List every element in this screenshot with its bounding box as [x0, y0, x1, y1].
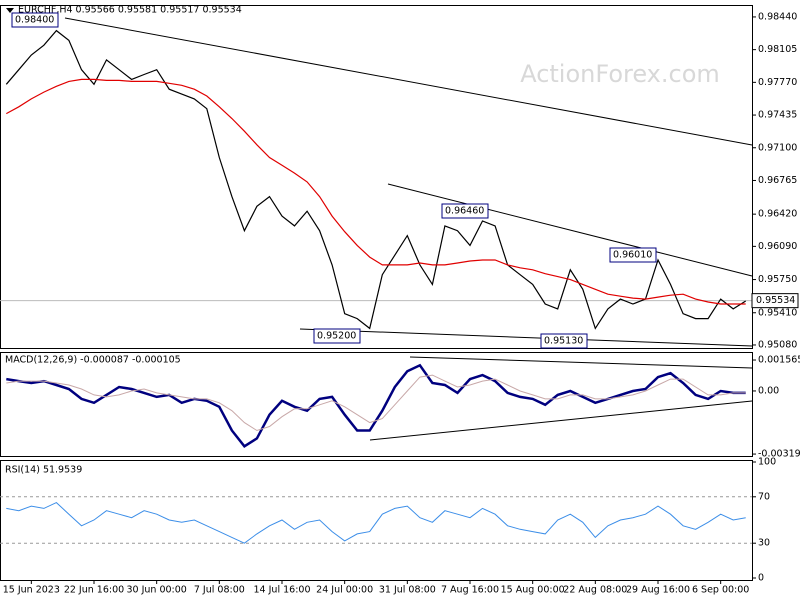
- x-tick-label: 24 Jul 00:00: [316, 585, 373, 596]
- x-tick-label: 7 Aug 16:00: [441, 585, 499, 596]
- y-tick-label: 0.97435: [758, 110, 797, 121]
- y-tick-label: 0.96420: [758, 209, 797, 220]
- y-tick-label: 0.95750: [758, 274, 797, 285]
- y-tick-label: 0.98105: [758, 44, 797, 55]
- y-tick-label: 0.96090: [758, 241, 797, 252]
- annotation: 0.95200: [317, 331, 356, 342]
- annotation-box: [11, 12, 59, 28]
- y-tick-label: 0.95410: [758, 307, 797, 318]
- y-tick-label: 0.96765: [758, 175, 797, 186]
- series-line: [6, 78, 746, 305]
- annotation: 0.95130: [544, 336, 583, 347]
- x-tick-label: 22 Jun 16:00: [64, 585, 124, 596]
- annotation-box: [313, 328, 361, 344]
- macd-panel: [0, 352, 753, 457]
- last-price-label: 0.95534: [756, 295, 795, 306]
- y-tick-label: 0.97100: [758, 142, 797, 153]
- x-tick-label: 31 Jul 08:00: [379, 585, 436, 596]
- x-tick-label: 30 Jun 00:00: [126, 585, 186, 596]
- price-title: EURCHF,H4 0.95566 0.95581 0.95517 0.9553…: [18, 5, 242, 16]
- y-tick-label: 0.97770: [758, 77, 797, 88]
- annotation-box: [609, 247, 657, 263]
- x-tick-label: 29 Aug 16:00: [626, 585, 690, 596]
- x-tick-label: 6 Sep 00:00: [692, 585, 749, 596]
- symbol-icon: [6, 8, 14, 13]
- series-line: [5, 29, 747, 330]
- macd-title: MACD(12,26,9) -0.000087 -0.000105: [5, 355, 181, 366]
- trend-line: [299, 328, 753, 347]
- x-tick-label: 15 Jun 2023: [3, 585, 60, 596]
- trend-line: [64, 17, 753, 146]
- y-tick-label: 0: [758, 573, 764, 584]
- price-panel: [0, 5, 753, 349]
- annotation-box: [540, 333, 588, 349]
- x-tick-label: 7 Jul 08:00: [194, 585, 245, 596]
- series-line: [6, 374, 746, 432]
- trend-line: [387, 183, 753, 277]
- y-tick-label: 0.95080: [758, 339, 797, 350]
- y-tick-label: 100: [758, 457, 776, 468]
- y-tick-label: 30: [758, 538, 770, 549]
- y-tick-label: 0.00: [758, 385, 779, 396]
- watermark: ActionForex.com: [520, 60, 720, 88]
- series-line: [6, 502, 746, 544]
- y-tick-label: 70: [758, 491, 770, 502]
- annotation-box: [441, 203, 489, 219]
- rsi-title: RSI(14) 51.9539: [5, 465, 82, 476]
- x-tick-label: 15 Aug 00:00: [501, 585, 565, 596]
- last-price-box: [751, 293, 799, 309]
- annotation: 0.98400: [15, 15, 54, 26]
- annotation: 0.96010: [613, 250, 652, 261]
- y-tick-label: 0.001565: [758, 355, 800, 366]
- y-tick-label: 0.98440: [758, 11, 797, 22]
- trend-line: [409, 356, 753, 369]
- x-tick-label: 14 Jul 16:00: [254, 585, 311, 596]
- annotation: 0.96460: [445, 206, 484, 217]
- rsi-panel: [0, 460, 753, 581]
- x-tick-label: 22 Aug 08:00: [563, 585, 627, 596]
- trend-line: [369, 400, 753, 441]
- y-tick-label: -0.003192: [758, 449, 800, 460]
